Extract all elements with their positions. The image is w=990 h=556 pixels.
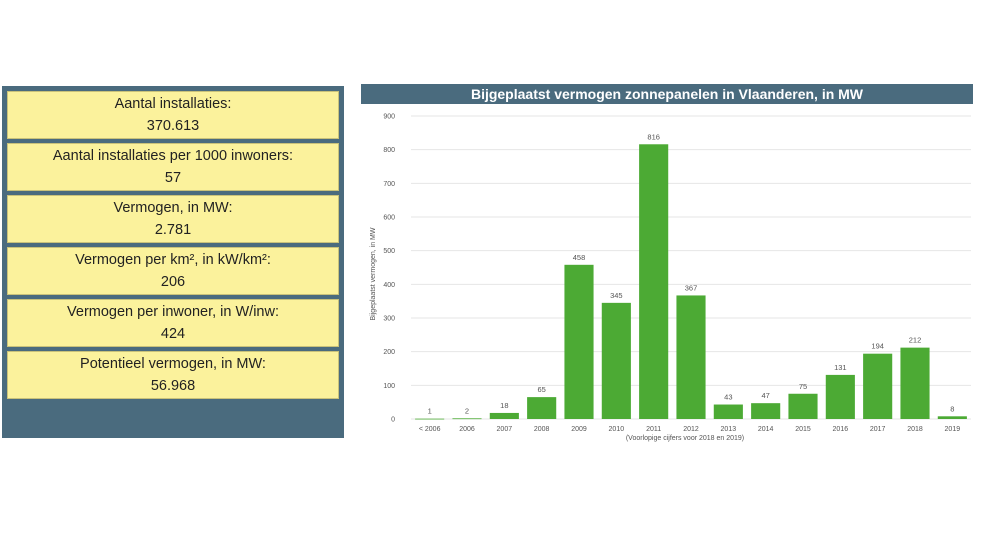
bar: [527, 397, 557, 419]
x-tick-label: 2006: [459, 426, 475, 433]
bar: [452, 418, 482, 420]
x-tick-label: 2014: [758, 426, 774, 433]
bar-value-label: 47: [761, 391, 769, 400]
stat-label: Vermogen per inwoner, in W/inw:: [67, 304, 279, 320]
stat-value: 56.968: [150, 378, 196, 394]
bar-value-label: 65: [537, 385, 545, 394]
x-tick-label: < 2006: [419, 426, 441, 433]
stat-card-vermogen-per-inwoner: Vermogen per inwoner, in W/inw: 424: [7, 299, 339, 347]
x-tick-label: 2012: [683, 426, 699, 433]
x-tick-label: 2019: [945, 426, 961, 433]
bar-value-label: 75: [799, 382, 807, 391]
bar-value-label: 1: [428, 407, 432, 416]
bar: [601, 302, 631, 419]
bar-value-label: 8: [950, 404, 954, 413]
stat-value: 2.781: [154, 222, 192, 238]
bar: [751, 403, 781, 419]
x-tick-label: 2011: [646, 426, 661, 433]
stat-card-installaties-per-1000: Aantal installaties per 1000 inwoners: 5…: [7, 143, 339, 191]
y-tick-label: 900: [383, 114, 395, 121]
bar: [713, 404, 743, 419]
stat-card-vermogen-per-km2: Vermogen per km², in kW/km²: 206: [7, 247, 339, 295]
bar: [788, 393, 818, 419]
bar-value-label: 367: [685, 283, 698, 292]
x-tick-label: 2016: [833, 426, 849, 433]
stat-value: 206: [160, 274, 186, 290]
x-tick-label: 2018: [907, 426, 923, 433]
y-tick-label: 0: [391, 417, 395, 424]
stat-value: 370.613: [146, 118, 200, 134]
y-tick-label: 400: [383, 282, 395, 289]
x-tick-label: 2010: [609, 426, 625, 433]
stat-card-vermogen: Vermogen, in MW: 2.781: [7, 195, 339, 243]
bar-value-label: 194: [871, 342, 884, 351]
y-tick-label: 700: [383, 181, 395, 188]
x-tick-label: 2008: [534, 426, 550, 433]
x-tick-labels: < 2006 2006 2007 2008 2009 2010 2011 2012 2013 20…: [419, 426, 960, 433]
stat-label: Aantal installaties:: [114, 96, 232, 112]
x-tick-label: 2007: [497, 426, 513, 433]
bar: [825, 374, 855, 419]
bar-value-label: 131: [834, 363, 847, 372]
bar-value-label: 18: [500, 401, 508, 410]
stats-panel: Aantal installaties: 370.613 Aantal inst…: [2, 86, 344, 438]
stat-card-potentieel-vermogen: Potentieel vermogen, in MW: 56.968: [7, 351, 339, 399]
bar: [415, 418, 445, 420]
y-tick-label: 300: [383, 316, 395, 323]
bar-value-label: 2: [465, 406, 469, 415]
bar-value-label: 816: [647, 132, 660, 141]
y-tick-label: 800: [383, 147, 395, 154]
bar-value-label: 345: [610, 291, 623, 300]
stat-label: Potentieel vermogen, in MW:: [80, 356, 266, 372]
x-axis-note: (Voorlopige cijfers voor 2018 en 2019): [626, 435, 744, 442]
bar-value-label: 212: [909, 336, 922, 345]
stat-value: 424: [160, 326, 186, 342]
grid-lines: [411, 115, 971, 420]
y-tick-label: 600: [383, 215, 395, 222]
chart-title: Bijgeplaatst vermogen zonnepanelen in Vl…: [361, 84, 973, 104]
x-tick-label: 2015: [795, 426, 811, 433]
bar-value-label: 43: [724, 393, 732, 402]
bar: [863, 353, 893, 419]
bar: [937, 416, 967, 419]
y-tick-label: 100: [383, 383, 395, 390]
bar: [489, 412, 519, 419]
y-tick-label: 500: [383, 248, 395, 255]
x-tick-label: 2009: [571, 426, 587, 433]
stat-label: Aantal installaties per 1000 inwoners:: [52, 148, 294, 164]
bar: [639, 144, 669, 419]
stat-label: Vermogen, in MW:: [113, 200, 233, 216]
x-tick-label: 2013: [721, 426, 737, 433]
stat-value: 57: [164, 170, 182, 186]
x-tick-label: 2017: [870, 426, 886, 433]
bar-chart: 0 100 200 300 400 500 600 700 800 900 1 2 18 65 458 34…: [370, 114, 971, 442]
stat-card-installaties: Aantal installaties: 370.613: [7, 91, 339, 139]
stat-label: Vermogen per km², in kW/km²:: [75, 252, 271, 268]
bar: [900, 347, 930, 419]
y-tick-label: 200: [383, 349, 395, 356]
y-axis-title: Bijgeplaatst vermogen, in MW: [370, 227, 377, 320]
bar-value-label: 458: [573, 253, 586, 262]
bar: [564, 264, 594, 419]
bar: [676, 295, 706, 419]
bars: 1 2 18 65 458 345 816 367 43 47 75 131 194 212 8: [415, 132, 967, 420]
y-tick-labels: 0 100 200 300 400 500 600 700 800 900: [383, 114, 395, 424]
